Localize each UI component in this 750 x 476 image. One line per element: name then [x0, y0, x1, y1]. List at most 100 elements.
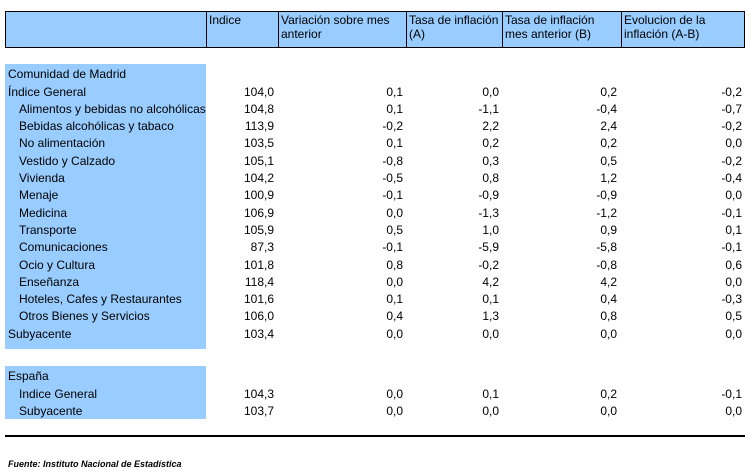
cell-value: 113,9 [244, 119, 274, 134]
cell-value: 103,4 [243, 326, 274, 341]
cell-value: 2,2 [482, 119, 499, 134]
cell-value: 0,0 [725, 188, 742, 203]
cell-value: 0,4 [600, 292, 617, 307]
cell-value: 105,1 [243, 153, 274, 168]
cell-value: 0,3 [482, 153, 499, 168]
cell-value: 0,8 [482, 171, 499, 185]
cell-value: 1,0 [482, 222, 499, 237]
cell-value: -0,7 [721, 101, 742, 116]
madrid-title-row: Comunidad de Madrid [5, 66, 745, 83]
row-label: Hoteles, Cafes y Restaurantes [19, 292, 182, 307]
row-label: Otros Bienes y Servicios [19, 309, 150, 324]
cell-value: 0,1 [386, 136, 403, 151]
cell-value: 0,6 [725, 257, 742, 272]
row-label: Indice General [19, 386, 98, 401]
cell-value: -0,4 [596, 101, 617, 116]
table-row: Indice General 104,3 0,0 0,1 0,2 -0,1 [5, 386, 745, 403]
cell-value: 0,0 [725, 136, 742, 151]
cell-value: 118,4 [244, 274, 274, 289]
cell-value: 103,5 [243, 136, 274, 151]
cell-value: 1,2 [600, 171, 617, 185]
cell-value: 0,1 [482, 386, 499, 401]
cell-value: -0,2 [382, 119, 403, 134]
row-label: Vestido y Calzado [19, 153, 116, 168]
cell-value: 2,4 [600, 119, 617, 134]
header-evolucion: Evolucion de la inflación (A-B) [621, 11, 745, 48]
row-label: Medicina [19, 205, 68, 220]
cell-value: -0,9 [478, 188, 499, 203]
cell-value: 0,0 [482, 403, 499, 418]
cell-value: -0,8 [596, 257, 617, 272]
cell-value: 0,2 [482, 136, 499, 151]
madrid-title: Comunidad de Madrid [8, 67, 127, 81]
cell-value: 104,3 [243, 386, 274, 401]
cell-value: -0,4 [721, 171, 742, 185]
cell-value: 0,0 [386, 403, 403, 418]
cell-value: 0,5 [725, 309, 742, 324]
cell-value: 0,0 [386, 274, 403, 289]
cell-value: 0,0 [386, 326, 403, 341]
header-variacion: Variación sobre mes anterior [278, 11, 407, 48]
cell-value: 4,2 [482, 274, 499, 289]
table-row: Vestido y Calzado 105,1 -0,8 0,3 0,5 -0,2 [5, 153, 745, 170]
table-row: Transporte 105,9 0,5 1,0 0,9 0,1 [5, 222, 745, 239]
cell-value: 0,0 [600, 403, 617, 418]
cell-value: -0,5 [382, 171, 403, 185]
espana-title-row: España [5, 368, 745, 385]
cell-value: 0,5 [600, 153, 617, 168]
cell-value: 0,0 [725, 326, 742, 341]
table-row: Subyacente 103,4 0,0 0,0 0,0 0,0 [5, 326, 745, 343]
cell-value: 103,7 [243, 403, 274, 418]
source-note: Fuente: Instituto Nacional de Estadístic… [8, 459, 182, 469]
cell-value: -0,9 [596, 188, 617, 203]
cell-value: -5,9 [478, 240, 499, 255]
row-label: Comunicaciones [19, 240, 108, 255]
cell-value: 100,9 [243, 188, 274, 203]
table-row: Comunicaciones 87,3 -0,1 -5,9 -5,8 -0,1 [5, 239, 745, 256]
cell-value: -0,2 [478, 257, 499, 272]
cell-value: 106,0 [243, 309, 274, 324]
row-label: Vivienda [19, 171, 65, 185]
row-label: No alimentación [19, 136, 106, 151]
table-header: Indice Variación sobre mes anterior Tasa… [5, 11, 745, 48]
cell-value: 0,0 [600, 326, 617, 341]
cell-value: -0,1 [382, 240, 403, 255]
cell-value: -0,2 [721, 153, 742, 168]
cell-value: 101,6 [243, 292, 274, 307]
cell-value: -0,2 [721, 119, 742, 134]
table-row: Ocio y Cultura 101,8 0,8 -0,2 -0,8 0,6 [5, 257, 745, 274]
cell-value: 0,2 [600, 84, 617, 99]
cell-value: -5,8 [596, 240, 617, 255]
cell-value: 1,3 [482, 309, 499, 324]
cell-value: -0,1 [721, 205, 742, 220]
cell-value: -0,1 [382, 188, 403, 203]
table-row: Enseñanza 118,4 0,0 4,2 4,2 0,0 [5, 274, 745, 291]
cell-value: 0,1 [386, 292, 403, 307]
cell-value: 0,2 [600, 136, 617, 151]
cell-value: -0,3 [721, 292, 742, 307]
cell-value: 0,0 [725, 274, 742, 289]
row-label: Bebidas alcohólicas y tabaco [19, 119, 174, 134]
cell-value: 104,8 [243, 101, 274, 116]
cell-value: 0,5 [386, 222, 403, 237]
cell-value: 0,0 [386, 386, 403, 401]
cell-value: 101,8 [243, 257, 274, 272]
cell-value: 0,1 [386, 101, 403, 116]
espana-label-column [5, 366, 206, 419]
madrid-label-column [5, 64, 206, 349]
header-indice: Indice [206, 11, 279, 48]
header-blank-cell [5, 11, 206, 48]
row-label: Enseñanza [19, 274, 80, 289]
row-label: Subyacente [8, 326, 72, 341]
cell-value: -0,1 [721, 386, 742, 401]
cell-value: 0,0 [482, 84, 499, 99]
cell-value: -0,2 [721, 84, 742, 99]
bottom-rule [5, 435, 745, 437]
cell-value: -0,8 [382, 153, 403, 168]
row-label: Índice General [8, 84, 87, 99]
table-row: Hoteles, Cafes y Restaurantes 101,6 0,1 0,1… [5, 291, 745, 308]
table-row: Otros Bienes y Servicios 106,0 0,4 1,3 0,8 0,… [5, 308, 745, 325]
cell-value: 0,8 [600, 309, 617, 324]
row-label: Menaje [19, 188, 59, 203]
table-row: No alimentación 103,5 0,1 0,2 0,2 0,0 [5, 135, 745, 152]
